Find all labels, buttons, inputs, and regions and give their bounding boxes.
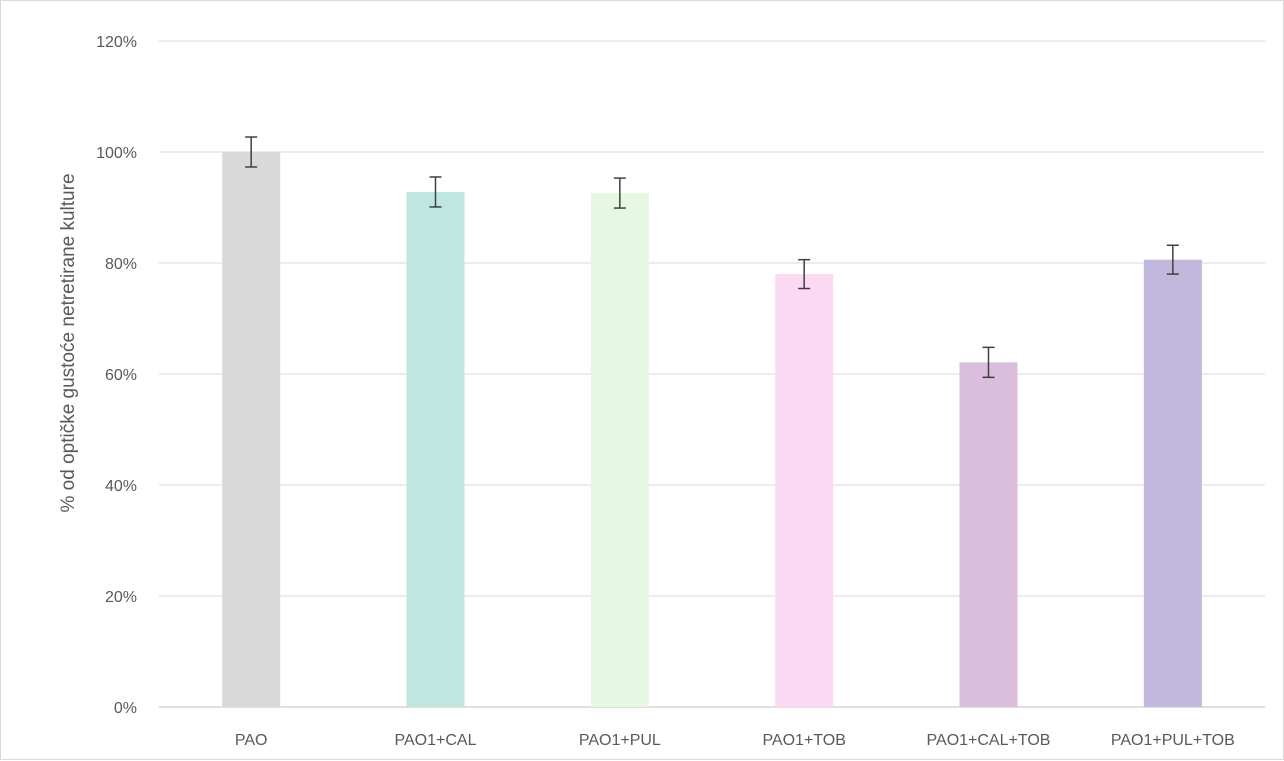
gridlines <box>159 40 1265 708</box>
x-tick-label: PAO1+TOB <box>762 732 845 749</box>
error-bar <box>982 346 995 379</box>
x-tick-label: PAO1+PUL <box>579 732 661 749</box>
error-bar <box>429 176 442 208</box>
bar <box>959 362 1018 707</box>
bar <box>590 193 649 707</box>
y-tick-label: 40% <box>105 478 137 495</box>
bar <box>222 152 281 707</box>
bar <box>775 274 834 707</box>
x-axis-ticks: PAO PAO1+CAL PAO1+PUL PAO1+TOB PAO1+CAL+TOB P… <box>235 732 1235 749</box>
y-tick-label: 80% <box>105 256 137 273</box>
error-bar <box>245 136 258 168</box>
bar <box>1143 259 1202 707</box>
y-tick-label: 20% <box>105 589 137 606</box>
x-tick-label: PAO1+PUL+TOB <box>1111 732 1235 749</box>
bars <box>222 152 1202 707</box>
x-tick-label: PAO1+CAL+TOB <box>927 732 1051 749</box>
error-bar <box>798 258 811 290</box>
error-bar <box>613 177 626 209</box>
x-tick-label: PAO <box>235 732 268 749</box>
y-tick-label: 60% <box>105 367 137 384</box>
y-tick-label: 100% <box>96 145 137 162</box>
y-tick-label: 0% <box>114 700 137 717</box>
y-axis-ticks: 0% 20% 40% 60% 80% 100% 120% <box>96 34 137 717</box>
y-axis-title: % od optičke gustoće netretirane kulture <box>58 173 79 512</box>
bar <box>406 191 465 707</box>
y-tick-label: 120% <box>96 34 137 51</box>
x-tick-label: PAO1+CAL <box>395 732 477 749</box>
error-bar <box>1166 244 1179 275</box>
error-bars <box>245 136 1179 379</box>
